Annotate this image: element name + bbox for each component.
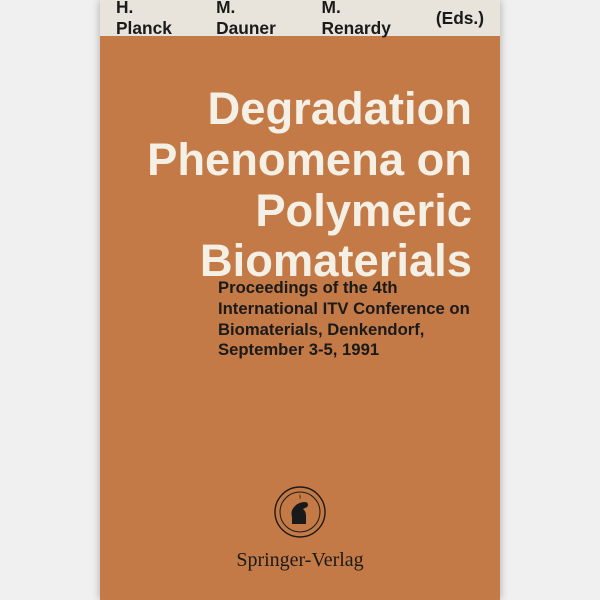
title-line-1: Degradation	[147, 84, 472, 135]
title-line-2: Phenomena on	[147, 135, 472, 186]
publisher-name: Springer-Verlag	[100, 549, 500, 572]
editor-suffix: (Eds.)	[436, 8, 484, 29]
title: Degradation Phenomena on Polymeric Bioma…	[147, 84, 472, 287]
title-line-3: Polymeric	[147, 186, 472, 237]
editors-bar: H. Planck M. Dauner M. Renardy (Eds.)	[100, 0, 500, 36]
springer-emblem-icon: §	[272, 484, 328, 540]
publisher-logo-icon: §	[272, 484, 328, 540]
editor-1: H. Planck	[116, 0, 188, 39]
editor-3: M. Renardy	[322, 0, 408, 39]
svg-text:§: §	[299, 495, 302, 500]
subtitle: Proceedings of the 4th International ITV…	[218, 278, 472, 361]
editor-2: M. Dauner	[216, 0, 293, 39]
book-cover: H. Planck M. Dauner M. Renardy (Eds.) De…	[100, 0, 500, 600]
